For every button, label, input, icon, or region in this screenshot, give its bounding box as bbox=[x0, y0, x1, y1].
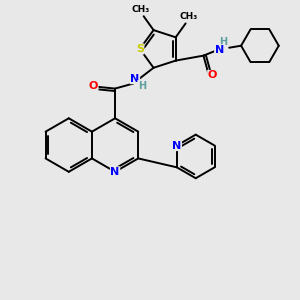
Text: S: S bbox=[136, 44, 144, 54]
Text: N: N bbox=[172, 140, 182, 151]
Text: N: N bbox=[110, 167, 120, 177]
Text: CH₃: CH₃ bbox=[131, 5, 150, 14]
Text: H: H bbox=[219, 37, 227, 47]
Text: N: N bbox=[130, 74, 140, 84]
Text: H: H bbox=[138, 81, 146, 91]
Text: N: N bbox=[215, 45, 224, 55]
Text: CH₃: CH₃ bbox=[179, 12, 198, 21]
Text: O: O bbox=[208, 70, 217, 80]
Text: O: O bbox=[88, 81, 98, 91]
